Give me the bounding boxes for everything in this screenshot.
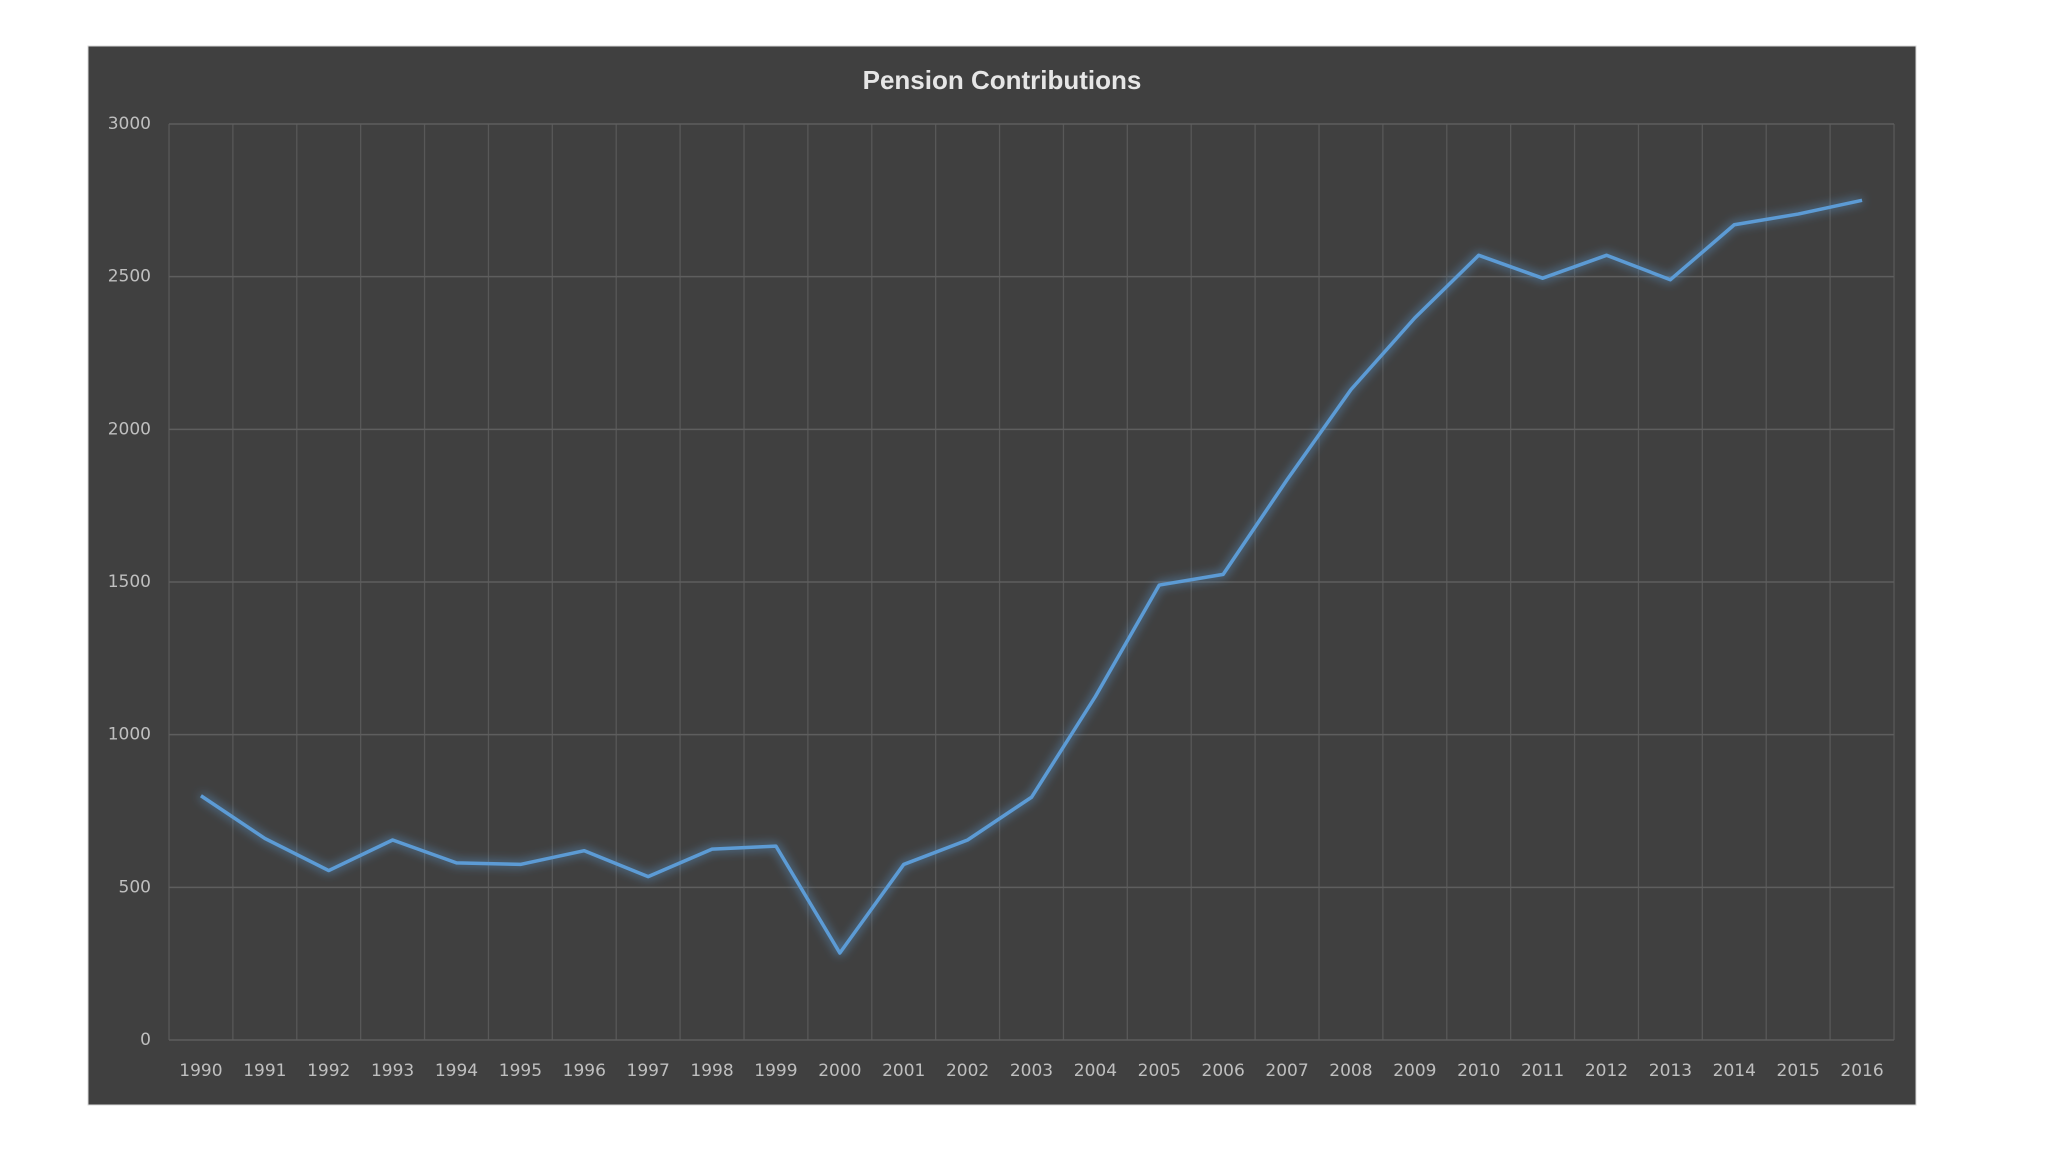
x-tick-label: 2011 [1521,1061,1564,1081]
x-tick-label: 2013 [1649,1061,1692,1081]
x-tick-label: 1998 [690,1061,733,1081]
x-tick-label: 1992 [307,1061,350,1081]
x-tick-label: 2008 [1329,1061,1372,1081]
x-tick-label: 2006 [1202,1061,1245,1081]
x-tick-label: 2004 [1074,1061,1117,1081]
x-tick-label: 2016 [1840,1061,1883,1081]
x-tick-label: 2014 [1713,1061,1756,1081]
y-tick-label: 1500 [108,572,151,592]
y-tick-label: 2500 [108,267,151,287]
x-tick-label: 2010 [1457,1061,1500,1081]
x-tick-label: 1995 [499,1061,542,1081]
x-tick-label: 2007 [1265,1061,1308,1081]
x-tick-label: 2015 [1777,1061,1820,1081]
y-tick-label: 1000 [108,725,151,745]
x-tick-label: 2000 [818,1061,861,1081]
x-tick-label: 2003 [1010,1061,1053,1081]
x-tick-label: 1996 [563,1061,606,1081]
x-tick-label: 1990 [179,1061,222,1081]
chart-area [87,45,1917,1106]
x-tick-label: 2005 [1138,1061,1181,1081]
x-tick-label: 2012 [1585,1061,1628,1081]
x-tick-label: 1997 [627,1061,670,1081]
y-tick-label: 3000 [108,114,151,134]
y-tick-label: 0 [140,1030,151,1050]
y-tick-label: 2000 [108,419,151,439]
x-tick-label: 1991 [243,1061,286,1081]
chart-title: Pension Contributions [863,65,1142,95]
x-tick-label: 2001 [882,1061,925,1081]
x-tick-label: 2009 [1393,1061,1436,1081]
x-tick-label: 1993 [371,1061,414,1081]
x-tick-label: 2002 [946,1061,989,1081]
data-line [199,198,1863,955]
y-tick-label: 500 [119,877,151,897]
x-tick-label: 1999 [754,1061,797,1081]
x-tick-label: 1994 [435,1061,478,1081]
